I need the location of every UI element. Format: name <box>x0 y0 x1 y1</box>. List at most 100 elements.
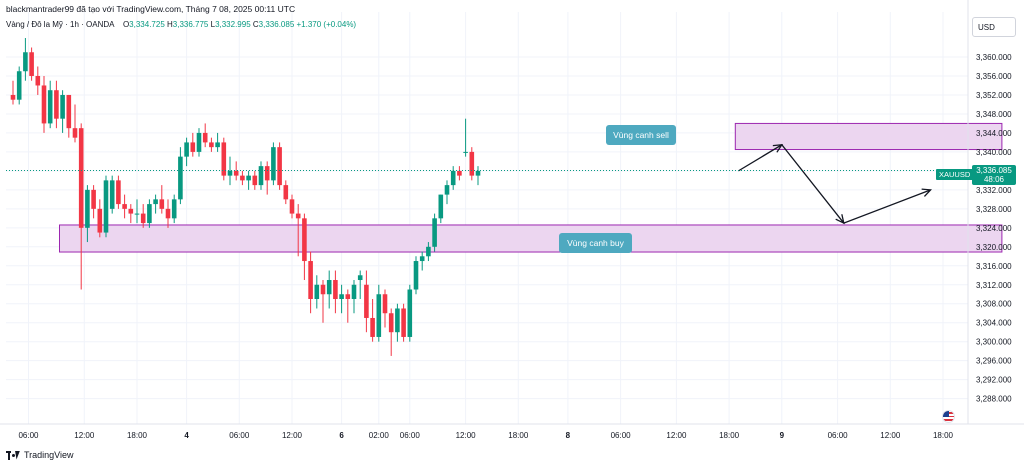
candle-body <box>295 213 301 219</box>
candle-body <box>395 308 400 333</box>
price-axis: 3,360.000 3,356.000 3,352.000 3,348.000 3,34… <box>967 0 1012 424</box>
low-value: 3,332.995 <box>215 20 251 29</box>
time-tick-label: 12:00 <box>880 431 901 440</box>
symbol-badge: XAUUSD <box>936 169 974 180</box>
candle-body <box>457 170 462 176</box>
candles <box>10 38 481 356</box>
candle-body <box>134 213 140 215</box>
price-tick-label: 3,348.000 <box>976 110 1012 119</box>
price-tick-label: 3,324.000 <box>976 224 1012 233</box>
candle-body <box>78 128 84 228</box>
buy-zone-label[interactable]: Vùng canh buy <box>559 233 632 253</box>
candle-body <box>302 218 307 262</box>
candle-body <box>370 317 375 337</box>
time-tick-label: 9 <box>780 431 785 440</box>
price-tick-label: 3,308.000 <box>976 300 1012 309</box>
candle-body <box>165 208 171 219</box>
candle-body <box>333 280 338 299</box>
candle-body <box>364 284 369 318</box>
projection-arrows <box>738 143 932 225</box>
candle-body <box>16 71 22 100</box>
candle-body <box>23 52 28 72</box>
tradingview-logo-icon <box>6 450 20 460</box>
bar-countdown: 48:06 <box>983 175 1005 184</box>
candle-body <box>450 170 456 186</box>
candle-body <box>469 151 475 176</box>
last-price-value: 3,336.085 <box>976 166 1012 175</box>
candle-body <box>202 132 208 143</box>
price-tick-label: 3,356.000 <box>976 72 1012 81</box>
candle-body <box>10 94 16 100</box>
candle-body <box>103 180 109 233</box>
time-tick-label: 18:00 <box>508 431 529 440</box>
candle-body <box>314 284 320 299</box>
price-tick-label: 3,292.000 <box>976 376 1012 385</box>
symbol-name[interactable]: Vàng / Đô la Mỹ · 1h · OANDA <box>6 20 115 29</box>
candle-body <box>258 166 264 186</box>
candle-body <box>196 132 202 152</box>
close-value: 3,336.085 <box>258 20 295 29</box>
candle-body <box>233 170 239 176</box>
time-tick-label: 06:00 <box>229 431 250 440</box>
price-tick-label: 3,296.000 <box>976 357 1012 366</box>
arrow-head <box>921 188 932 197</box>
candle-body <box>35 75 41 86</box>
candle-body <box>320 284 326 295</box>
candle-body <box>376 294 382 337</box>
time-tick-label: 18:00 <box>933 431 954 440</box>
arrow-head <box>772 144 784 153</box>
candle-body <box>91 189 96 209</box>
price-tick-label: 3,300.000 <box>976 338 1012 347</box>
time-tick-label: 06:00 <box>400 431 421 440</box>
time-tick-label: 06:00 <box>828 431 849 440</box>
candle-body <box>147 204 152 224</box>
candle-body <box>215 142 220 148</box>
candle-body <box>47 90 53 124</box>
candle-body <box>463 151 468 153</box>
price-tick-label: 3,316.000 <box>976 262 1012 271</box>
candle-body <box>41 85 47 124</box>
candle-body <box>209 142 214 148</box>
candle-body <box>283 185 289 200</box>
time-tick-label: 12:00 <box>456 431 477 440</box>
time-tick-label: 12:00 <box>282 431 303 440</box>
candle-body <box>345 294 351 299</box>
candle-body <box>351 284 357 299</box>
candle-body <box>190 142 196 152</box>
candle-body <box>29 52 34 76</box>
change-value: +1.370 (+0.04%) <box>296 20 357 29</box>
candle-body <box>85 189 90 228</box>
price-tick-label: 3,320.000 <box>976 243 1012 252</box>
time-tick-label: 06:00 <box>611 431 632 440</box>
time-axis: 06:00 12:00 18:00 4 06:00 12:00 6 02:00 06:00 12:… <box>0 423 1024 440</box>
candle-body <box>382 294 388 314</box>
arrow-head <box>835 214 845 225</box>
candle-body <box>128 208 134 214</box>
candle-body <box>357 275 363 281</box>
candle-body <box>227 170 233 176</box>
time-tick-label: 18:00 <box>127 431 148 440</box>
us-flag-icon[interactable] <box>942 410 955 423</box>
candle-body <box>246 175 251 181</box>
candle-body <box>122 204 127 209</box>
time-tick-label: 12:00 <box>74 431 95 440</box>
high-value: 3,336.775 <box>172 20 209 29</box>
candle-body <box>178 156 183 200</box>
price-tick-label: 3,288.000 <box>976 395 1012 404</box>
candle-body <box>326 280 332 295</box>
currency-button[interactable]: USD <box>972 17 1016 37</box>
candle-body <box>277 147 282 186</box>
candle-body <box>438 194 444 219</box>
candle-body <box>221 142 227 176</box>
price-tick-label: 3,312.000 <box>976 281 1012 290</box>
candle-body <box>271 147 276 181</box>
footer-brand[interactable]: TradingView <box>24 450 74 460</box>
sell-zone-label[interactable]: Vùng canh sell <box>606 125 676 145</box>
time-tick-label: 18:00 <box>719 431 740 440</box>
candle-body <box>308 261 313 299</box>
candle-body <box>252 175 258 186</box>
candle-body <box>264 166 270 181</box>
candle-body <box>54 90 59 119</box>
open-value: 3,334.725 <box>129 20 165 29</box>
